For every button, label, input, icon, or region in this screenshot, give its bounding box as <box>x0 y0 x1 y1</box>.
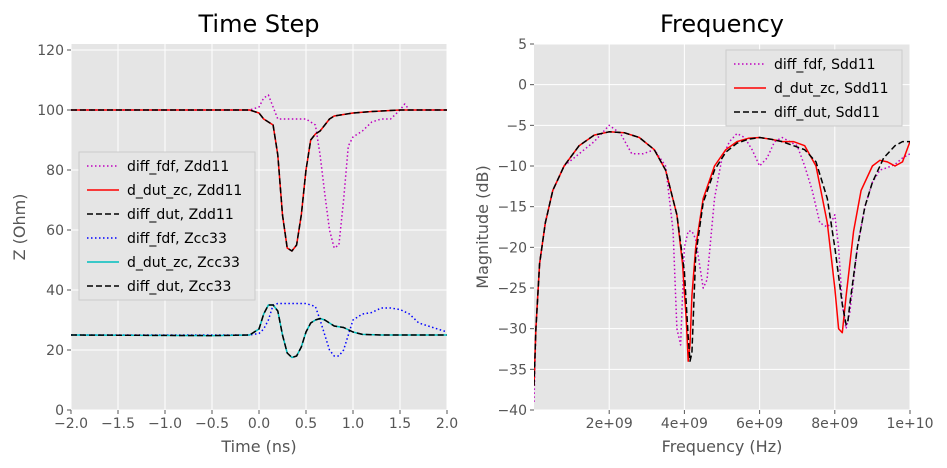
y-tick-label: 20 <box>46 343 64 359</box>
series-line-2 <box>71 109 447 252</box>
y-tick-label: −15 <box>497 200 527 216</box>
frequency-chart: 2e+09 4e+09 6e+09 8e+09 1e+10 −40 −35 −30 −25 −20… <box>473 10 934 456</box>
series-line-5 <box>71 304 447 359</box>
legend: diff_fdf, Zdd11 d_dut_zc, Zdd11 diff_dut, … <box>78 151 256 301</box>
x-tick-label: 8e+09 <box>811 416 858 432</box>
y-tick-label: −25 <box>497 281 527 297</box>
y-tick-label: 60 <box>46 223 64 239</box>
y-tick-label: 120 <box>37 43 64 59</box>
time-step-chart: −2.0 −1.5 −1.0 −0.5 0.0 0.5 1.0 1.5 2.0 0 20 40 60 80… <box>10 10 458 456</box>
y-tick-label: −5 <box>506 118 527 134</box>
y-tick-label: −10 <box>497 159 527 175</box>
y-tick-label: 5 <box>518 37 527 53</box>
x-tick-label: −1.0 <box>148 416 182 432</box>
x-tick-label: 2e+09 <box>586 416 633 432</box>
legend-label: diff_fdf, Zdd11 <box>127 159 229 175</box>
x-tick-label: 6e+09 <box>736 416 783 432</box>
y-tick-label: 0 <box>55 403 64 419</box>
legend-label: diff_fdf, Zcc33 <box>127 231 227 247</box>
legend-label: diff_dut, Zdd11 <box>127 207 234 223</box>
legend-label: d_dut_zc, Sdd11 <box>774 81 889 97</box>
y-tick-label: 80 <box>46 163 64 179</box>
series-line-1 <box>534 131 910 386</box>
y-tick-label: −35 <box>497 362 527 378</box>
x-tick-label: −2.0 <box>54 416 88 432</box>
x-tick-label: 0.5 <box>295 416 317 432</box>
y-tick-label: −30 <box>497 322 527 338</box>
legend-label: diff_dut, Sdd11 <box>774 105 880 121</box>
series-line-3 <box>71 302 447 357</box>
series-line-0 <box>71 94 447 249</box>
x-tick-label: 4e+09 <box>661 416 708 432</box>
y-tick-label: 40 <box>46 283 64 299</box>
x-axis-label: Frequency (Hz) <box>662 437 783 456</box>
x-axis-label: Time (ns) <box>220 437 296 456</box>
x-tick-label: −0.5 <box>195 416 229 432</box>
series-lines <box>71 94 447 359</box>
legend: diff_fdf, Sdd11 d_dut_zc, Sdd11 diff_dut, … <box>725 49 903 127</box>
chart-title: Time Step <box>197 10 319 38</box>
y-axis-label: Z (Ohm) <box>10 194 29 261</box>
series-lines <box>534 124 910 402</box>
legend-label: diff_fdf, Sdd11 <box>774 57 876 73</box>
x-tick-label: 1.5 <box>389 416 411 432</box>
legend-box <box>78 151 256 301</box>
x-tick-label: 1.0 <box>342 416 364 432</box>
legend-label: d_dut_zc, Zcc33 <box>127 255 240 271</box>
legend-label: diff_dut, Zcc33 <box>127 279 231 295</box>
y-tick-label: 100 <box>37 103 64 119</box>
series-line-2 <box>534 131 910 386</box>
grid <box>534 43 911 411</box>
legend-label: d_dut_zc, Zdd11 <box>127 183 242 199</box>
x-tick-label: −1.5 <box>101 416 135 432</box>
y-tick-label: −40 <box>497 403 527 419</box>
y-tick-label: −20 <box>497 240 527 256</box>
x-tick-label: 1e+10 <box>886 416 933 432</box>
x-tick-label: 0.0 <box>248 416 270 432</box>
x-tick-label: 2.0 <box>436 416 458 432</box>
y-axis-label: Magnitude (dB) <box>473 165 492 288</box>
chart-title: Frequency <box>660 10 784 38</box>
y-tick-label: 0 <box>518 78 527 94</box>
